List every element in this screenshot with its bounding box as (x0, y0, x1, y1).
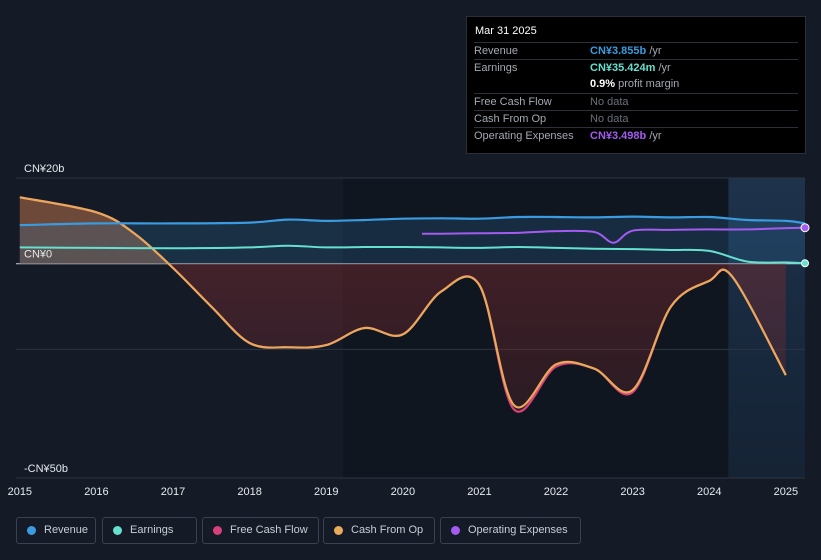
operating-expenses-line (421, 226, 806, 244)
tooltip-label: Revenue (474, 45, 519, 57)
revenue-area (19, 216, 806, 264)
tooltip-value-number: CN¥3.498b (590, 130, 647, 142)
tooltip-value: CN¥3.498b /yr (590, 130, 662, 142)
tooltip-row-operating-expenses: Operating Expenses CN¥3.498b /yr (474, 127, 798, 145)
legend-item-earnings[interactable]: Earnings (102, 517, 197, 544)
tooltip-value: CN¥3.855b /yr (590, 45, 662, 57)
data-tooltip: Mar 31 2025 Revenue CN¥3.855b /yr Earnin… (466, 16, 806, 154)
tooltip-value-number: CN¥35.424m (590, 62, 656, 74)
legend-label: Free Cash Flow (230, 524, 308, 536)
legend-label: Revenue (44, 524, 89, 536)
x-tick-label: 2019 (314, 486, 338, 498)
x-tick-label: 2025 (774, 486, 798, 498)
x-tick-label: 2016 (84, 486, 108, 498)
tooltip-unit: /yr (649, 45, 662, 57)
operating-expenses-marker (800, 223, 810, 233)
legend-item-revenue[interactable]: Revenue (16, 517, 96, 544)
cash-from-op-dot-icon (334, 526, 343, 535)
legend-item-cash-from-op[interactable]: Cash From Op (323, 517, 435, 544)
tooltip-label: Operating Expenses (474, 130, 574, 142)
x-tick-label: 2015 (8, 486, 32, 498)
x-tick-label: 2022 (544, 486, 568, 498)
x-tick-label: 2024 (697, 486, 721, 498)
tooltip-unit: /yr (649, 130, 662, 142)
x-tick-label: 2020 (391, 486, 415, 498)
cash-flow-area (19, 197, 786, 412)
tooltip-unit: profit margin (618, 78, 680, 90)
tooltip-label: Free Cash Flow (474, 96, 552, 108)
cash-flow-positive-area (19, 197, 786, 264)
tooltip-value: No data (590, 113, 629, 125)
legend-label: Earnings (130, 524, 174, 536)
cash-from-op-line (19, 196, 787, 409)
x-tick-label: 2021 (467, 486, 491, 498)
tooltip-row-earnings: Earnings CN¥35.424m /yr (474, 59, 798, 77)
x-tick-label: 2018 (237, 486, 261, 498)
tooltip-row-cash-from-op: Cash From Op No data (474, 110, 798, 128)
legend-item-operating-expenses[interactable]: Operating Expenses (440, 517, 581, 544)
tooltip-value: 0.9% profit margin (590, 78, 679, 90)
tooltip-value: No data (590, 96, 629, 108)
tooltip-label: Cash From Op (474, 113, 547, 125)
tooltip-row-revenue: Revenue CN¥3.855b /yr (474, 42, 798, 60)
tooltip-unit: /yr (658, 62, 671, 74)
free-cash-flow-dot-icon (213, 526, 222, 535)
legend-label: Operating Expenses (468, 524, 568, 536)
tooltip-row-profit-margin: 0.9% profit margin (474, 76, 798, 93)
earnings-dot-icon (113, 526, 122, 535)
tooltip-value-number: CN¥3.855b (590, 45, 647, 57)
x-tick-label: 2017 (161, 486, 185, 498)
tooltip-date: Mar 31 2025 (475, 25, 537, 37)
legend-item-free-cash-flow[interactable]: Free Cash Flow (202, 517, 319, 544)
earnings-line (19, 244, 806, 265)
operating-expenses-dot-icon (451, 526, 460, 535)
tooltip-label: Earnings (474, 62, 518, 74)
tooltip-value: CN¥35.424m /yr (590, 62, 671, 74)
y-tick-label: CN¥0 (24, 249, 52, 261)
revenue-dot-icon (27, 526, 36, 535)
y-tick-label: CN¥20b (24, 163, 64, 175)
tooltip-row-free-cash-flow: Free Cash Flow No data (474, 93, 798, 111)
x-tick-label: 2023 (620, 486, 644, 498)
legend-label: Cash From Op (351, 524, 424, 536)
y-tick-label: -CN¥50b (24, 463, 68, 475)
revenue-line (19, 215, 806, 227)
tooltip-value-number: 0.9% (590, 78, 616, 90)
earnings-marker (801, 259, 809, 268)
